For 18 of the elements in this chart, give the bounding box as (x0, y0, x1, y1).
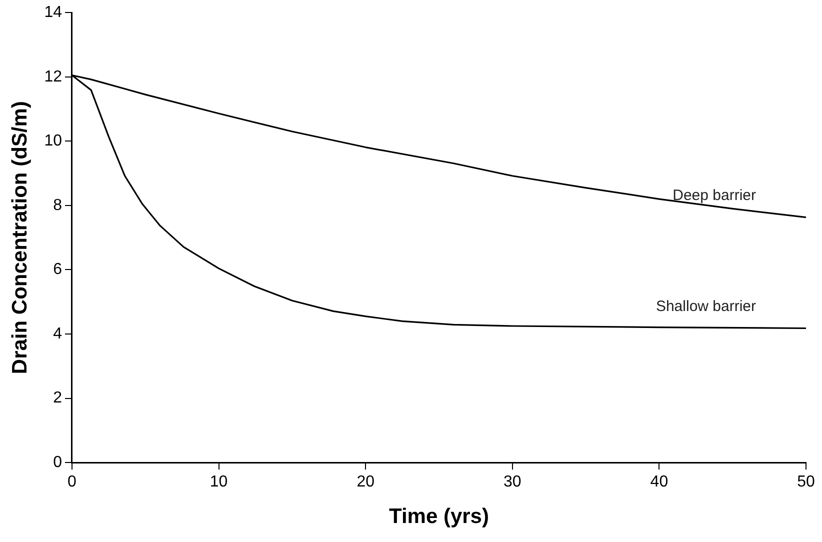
x-tick-label: 0 (68, 474, 77, 491)
y-tick-label: 4 (53, 325, 62, 342)
x-tick-label: 40 (650, 474, 668, 491)
y-tick-label: 12 (44, 68, 62, 86)
x-axis-title: Time (yrs) (389, 505, 489, 528)
x-tick-label: 50 (797, 474, 815, 491)
y-tick-label: 0 (53, 454, 62, 472)
y-axis-title: Drain Concentration (dS/m) (8, 101, 32, 374)
series-label: Shallow barrier (656, 298, 756, 315)
x-tick-label: 10 (210, 474, 228, 491)
y-tick-label: 2 (53, 390, 62, 407)
y-tick-label: 8 (53, 196, 62, 214)
x-tick-label: 30 (504, 474, 522, 491)
y-tick-label: 14 (44, 4, 62, 22)
x-tick-label: 20 (356, 474, 375, 491)
y-tick-label: 10 (44, 132, 62, 150)
series-label: Deep barrier (672, 186, 756, 204)
y-tick-label: 6 (53, 261, 62, 278)
